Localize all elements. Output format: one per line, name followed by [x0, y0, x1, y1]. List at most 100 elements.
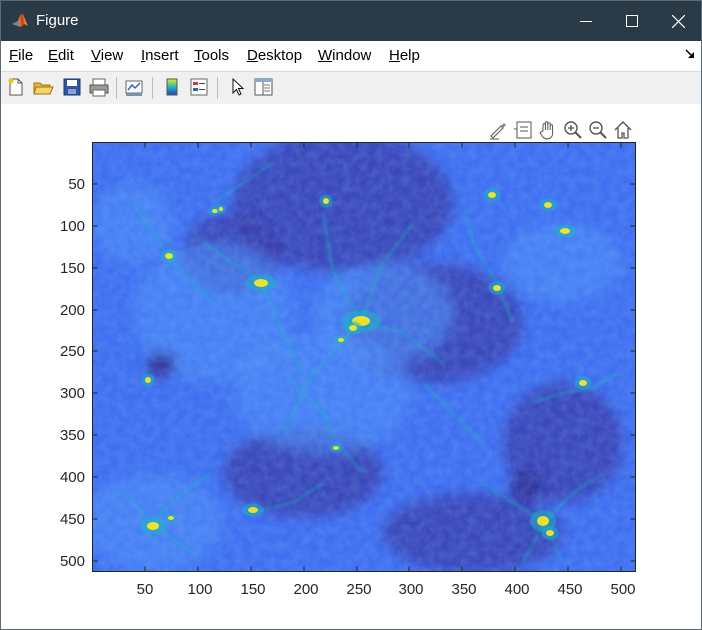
menu-file-accel: F — [9, 47, 19, 64]
menu-help-label: elp — [399, 47, 420, 64]
title-bar[interactable]: Figure — [1, 1, 701, 41]
window-title: Figure — [36, 12, 79, 29]
y-tick-label: 250 — [59, 343, 85, 360]
bright-cell — [212, 209, 218, 213]
bright-cell — [147, 522, 159, 530]
fiber — [150, 472, 214, 524]
menu-desktop-accel: D — [247, 47, 258, 64]
bright-cell — [338, 338, 344, 342]
bright-cell — [579, 380, 587, 386]
fiber — [322, 212, 362, 322]
menu-tools[interactable]: Tools — [194, 47, 229, 64]
fiber — [532, 387, 594, 404]
menu-tools-label: ools — [201, 47, 230, 64]
x-tick-label: 300 — [398, 581, 424, 598]
x-tick-label: 150 — [240, 581, 266, 598]
maximize-icon — [626, 15, 638, 27]
close-icon — [671, 14, 685, 28]
fiber — [592, 372, 619, 389]
menu-help[interactable]: Help — [389, 47, 420, 64]
pointer-icon[interactable] — [227, 76, 249, 98]
fiber — [544, 472, 604, 522]
x-tick-label: 350 — [451, 581, 477, 598]
menu-window-label: indow — [332, 47, 372, 64]
new-figure-icon[interactable] — [5, 76, 27, 98]
legend-icon[interactable] — [188, 76, 210, 98]
zoom-in-icon[interactable] — [562, 119, 584, 141]
y-tick-label: 350 — [59, 427, 85, 444]
menu-file[interactable]: File — [9, 47, 33, 64]
menu-view-accel: V — [91, 47, 101, 64]
fiber — [292, 382, 339, 444]
image-plot[interactable] — [93, 143, 635, 571]
menu-edit-label: dit — [58, 47, 74, 64]
menu-view-label: iew — [100, 47, 124, 64]
bright-cell — [145, 377, 151, 383]
x-tick-label: 100 — [187, 581, 213, 598]
bright-cell — [248, 507, 258, 513]
image-texture — [93, 143, 635, 571]
print-icon[interactable] — [88, 76, 110, 98]
menu-tools-accel: T — [194, 47, 202, 64]
y-tick-label: 450 — [59, 511, 85, 528]
open-file-icon[interactable] — [32, 76, 54, 98]
x-tick-label: 200 — [293, 581, 319, 598]
menu-edit[interactable]: Edit — [48, 47, 74, 64]
menu-edit-accel: E — [48, 47, 59, 64]
bright-cell — [537, 516, 549, 526]
x-tick-label: 400 — [504, 581, 530, 598]
fiber — [462, 202, 498, 284]
bright-cell — [323, 198, 329, 204]
bright-cell — [168, 516, 174, 520]
menu-bar: File Edit View Insert Tools Desktop Wind… — [1, 41, 701, 71]
bright-cell — [254, 279, 268, 287]
bright-cell — [493, 285, 501, 291]
menu-window-accel: W — [318, 47, 333, 64]
menu-insert-label: nsert — [145, 47, 179, 64]
menu-window[interactable]: Window — [318, 47, 371, 64]
bright-cell — [333, 446, 339, 450]
y-tick-label: 500 — [59, 553, 85, 570]
toolbar-separator — [116, 77, 117, 99]
toolbar-separator — [152, 77, 153, 99]
fiber — [212, 162, 274, 204]
axes-frame — [92, 142, 636, 572]
zoom-out-icon[interactable] — [587, 119, 609, 141]
menu-insert-accel: I — [141, 47, 146, 64]
fiber — [122, 492, 152, 524]
bright-cell — [349, 325, 357, 331]
datatip-icon[interactable] — [512, 119, 534, 141]
home-icon[interactable] — [612, 119, 634, 141]
fiber — [260, 282, 304, 374]
fiber — [172, 262, 214, 304]
bright-cell — [544, 202, 552, 208]
minimize-icon — [580, 21, 592, 22]
menu-file-label: ile — [18, 47, 34, 64]
bright-cell — [219, 207, 223, 211]
close-button[interactable] — [655, 1, 701, 41]
menu-view[interactable]: View — [91, 47, 123, 64]
menu-desktop[interactable]: Desktop — [247, 47, 302, 64]
bright-cell — [488, 192, 496, 198]
dock-arrow-icon[interactable] — [685, 49, 695, 59]
save-icon[interactable] — [61, 76, 83, 98]
y-tick-label: 100 — [59, 218, 85, 235]
colorbar-icon[interactable] — [161, 76, 183, 98]
y-tick-label: 200 — [59, 302, 85, 319]
maximize-button[interactable] — [609, 1, 655, 41]
x-tick-label: 450 — [557, 581, 583, 598]
brush-icon[interactable] — [487, 119, 509, 141]
link-plot-icon[interactable] — [123, 76, 145, 98]
menu-insert[interactable]: Insert — [141, 47, 179, 64]
pan-icon[interactable] — [537, 119, 559, 141]
minimize-button[interactable] — [563, 1, 609, 41]
fiber — [257, 482, 324, 512]
fiber — [422, 382, 484, 444]
x-tick-label: 50 — [136, 581, 154, 598]
property-inspector-icon[interactable] — [252, 76, 274, 98]
x-tick-label: 500 — [610, 581, 636, 598]
menu-help-accel: H — [389, 47, 400, 64]
y-tick-label: 150 — [59, 260, 85, 277]
y-tick-label: 50 — [68, 176, 85, 193]
